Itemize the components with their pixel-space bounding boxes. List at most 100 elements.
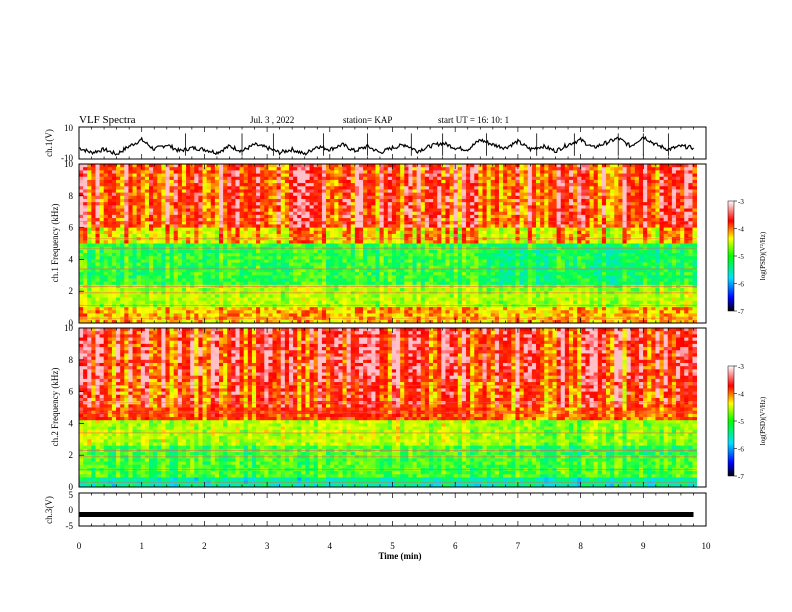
spec1-cell: [564, 205, 570, 209]
spec1-cell: [437, 240, 442, 244]
spec1-cell: [544, 243, 549, 248]
spec1-cell: [210, 253, 216, 257]
spec1-cell: [79, 179, 84, 184]
spec1-cell: [321, 198, 327, 203]
spec1-cell: [268, 256, 273, 260]
spec1-cell: [659, 227, 665, 232]
spec1-cell: [548, 253, 553, 257]
spec1-cell: [223, 240, 228, 244]
spec1-cell: [297, 208, 302, 213]
spec1-cell: [128, 253, 133, 257]
spec1-cell: [136, 249, 142, 254]
spec1-cell: [536, 221, 541, 225]
spec1-cell: [284, 259, 290, 263]
spec1-cell: [330, 224, 335, 228]
spec1-cell: [387, 262, 393, 267]
spec1-cell: [227, 249, 232, 254]
spec1-cell: [358, 218, 364, 222]
spec1-cell: [552, 243, 558, 248]
spec1-cell: [564, 233, 570, 238]
spec1-cell: [490, 179, 496, 184]
spec1-cell: [363, 173, 368, 178]
spec1-cell: [556, 262, 562, 267]
spec1-cell: [132, 173, 138, 178]
spec1-cell: [437, 179, 442, 184]
spec1-cell: [99, 179, 105, 184]
spec1-cell: [482, 221, 488, 225]
spec1-cell: [445, 243, 450, 248]
spec1-cell: [87, 195, 92, 200]
spec1-cell: [622, 227, 627, 232]
spec1-cell: [577, 218, 582, 222]
spec1-cell: [445, 221, 450, 225]
spec1-cell: [404, 218, 409, 222]
spec1-cell: [531, 179, 537, 184]
spec1-cell: [91, 195, 96, 200]
spec1-cell: [527, 192, 533, 197]
spec1-cell: [103, 265, 109, 270]
spec1-cell: [132, 240, 138, 244]
spec1-cell: [655, 243, 660, 248]
spec1-cell: [379, 249, 385, 254]
spec1-cell: [132, 227, 138, 232]
spec1-cell: [503, 256, 508, 260]
spec1-cell: [165, 240, 170, 244]
spec1-cell: [428, 173, 434, 178]
spec1-cell: [342, 233, 348, 238]
spec1-cell: [536, 243, 541, 248]
spec1-cell: [404, 167, 409, 171]
spec1-cell: [276, 211, 282, 216]
spec1-cell: [79, 262, 84, 267]
spec1-cell: [626, 173, 632, 178]
ch1-ytick-bottom: -10: [61, 153, 73, 163]
spec1-cell: [140, 205, 146, 209]
spec1-cell: [297, 211, 302, 216]
spec1-cell: [622, 192, 627, 197]
spec1-cell: [667, 243, 673, 248]
spec1-cell: [284, 183, 290, 187]
spec1-cell: [503, 183, 508, 187]
spec1-cell: [91, 256, 96, 260]
spec1-cell: [214, 249, 220, 254]
spec1-cell: [511, 173, 516, 178]
spec1-cell: [441, 230, 446, 235]
spec1-cell: [268, 202, 273, 206]
spec1-cell: [667, 176, 673, 181]
spec1-cell: [482, 164, 488, 168]
spec1-cell: [198, 227, 203, 232]
spec1-cell: [437, 192, 442, 197]
spec1-cell: [177, 211, 183, 216]
spec1-cell: [338, 164, 343, 168]
spec1-cell: [293, 249, 298, 254]
spec1-cell: [153, 189, 158, 194]
spec1-cell: [116, 183, 121, 187]
spec1-cell: [346, 170, 352, 174]
spec1-cell: [87, 198, 92, 203]
spec1-cell: [474, 218, 479, 222]
spec1-cell: [334, 189, 339, 194]
spec1-cell: [247, 253, 253, 257]
spec1-cell: [573, 256, 578, 260]
spec1-cell: [412, 233, 418, 238]
spec1-cell: [387, 198, 393, 203]
spec1-cell: [309, 211, 315, 216]
spec1-cell: [474, 208, 479, 213]
spec1-cell: [330, 179, 335, 184]
spec1-cell: [498, 205, 504, 209]
spec1-cell: [210, 195, 216, 200]
spec1-cell: [165, 170, 170, 174]
spec1-cell: [663, 218, 669, 222]
spec1-cell: [276, 183, 282, 187]
spec1-cell: [293, 202, 298, 206]
spec1-cell: [692, 243, 697, 248]
spec1-cell: [659, 211, 665, 216]
spec1-cell: [256, 167, 261, 171]
spec1-cell: [404, 214, 409, 219]
spec1-cell: [515, 202, 520, 206]
spec1-cell: [111, 208, 117, 213]
spec1-cell: [87, 179, 92, 184]
spec1-cell: [606, 218, 611, 222]
spec1-cell: [383, 189, 389, 194]
spec1-cell: [552, 179, 558, 184]
spec1-cell: [589, 259, 595, 263]
